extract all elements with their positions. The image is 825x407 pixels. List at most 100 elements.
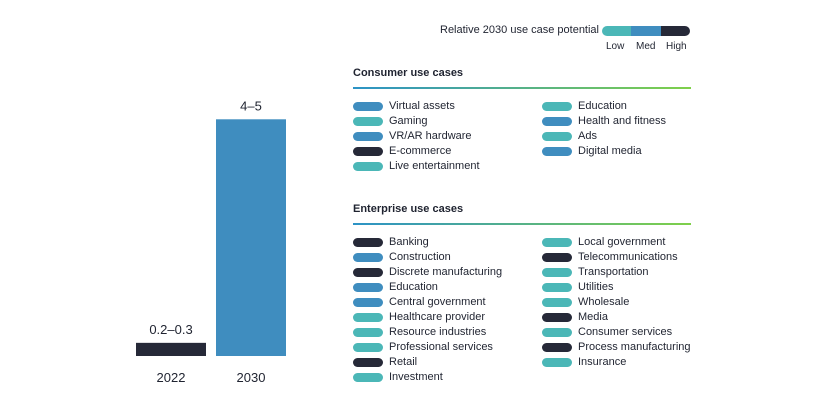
use-case-label: Live entertainment xyxy=(389,160,480,172)
x-tick-label-2030: 2030 xyxy=(237,370,266,385)
legend-low-label: Low xyxy=(606,41,625,52)
potential-low-indicator xyxy=(353,312,383,322)
use-case-label: Insurance xyxy=(578,356,627,368)
use-case-label: Gaming xyxy=(389,115,428,127)
potential-low-indicator xyxy=(542,282,572,292)
use-case-item: Consumer services xyxy=(542,326,672,338)
use-case-label: Investment xyxy=(389,371,443,383)
use-case-item: Discrete manufacturing xyxy=(353,266,502,278)
potential-med-indicator xyxy=(353,297,383,307)
x-tick-label-2022: 2022 xyxy=(157,370,186,385)
use-case-label: Construction xyxy=(389,251,451,263)
use-case-label: Virtual assets xyxy=(389,100,455,112)
use-case-label: Health and fitness xyxy=(578,115,667,127)
use-case-label: Transportation xyxy=(578,266,649,278)
use-case-label: Media xyxy=(578,311,608,323)
use-case-item: Healthcare provider xyxy=(353,311,485,323)
consumer-section-title: Consumer use cases xyxy=(353,67,464,79)
potential-low-indicator xyxy=(353,116,383,126)
potential-low-indicator xyxy=(353,372,383,382)
use-case-label: VR/AR hardware xyxy=(389,130,472,142)
legend-med-label: Med xyxy=(636,41,656,52)
use-case-item: Education xyxy=(353,281,438,293)
potential-low-indicator xyxy=(542,297,572,307)
legend-title: Relative 2030 use case potential xyxy=(440,24,599,36)
bar-chart: 0.2–0.3 2022 4–5 2030 xyxy=(136,98,286,385)
potential-low-indicator xyxy=(353,327,383,337)
potential-high-indicator xyxy=(353,357,383,367)
bar-2022 xyxy=(136,342,206,356)
enterprise-divider xyxy=(353,223,691,225)
consumer-divider xyxy=(353,87,691,89)
use-case-label: Process manufacturing xyxy=(578,341,691,353)
potential-high-indicator xyxy=(542,312,572,322)
use-case-item: Resource industries xyxy=(353,326,486,338)
use-case-label: Professional services xyxy=(389,341,493,353)
potential-med-indicator xyxy=(542,116,572,126)
use-case-item: Virtual assets xyxy=(353,100,455,112)
enterprise-section-title: Enterprise use cases xyxy=(353,203,464,215)
use-case-item: Health and fitness xyxy=(542,115,666,127)
potential-med-indicator xyxy=(353,252,383,262)
legend-high-label: High xyxy=(666,41,687,52)
use-case-item: Process manufacturing xyxy=(542,341,691,353)
use-case-item: Telecommunications xyxy=(542,251,678,263)
use-case-label: Wholesale xyxy=(578,296,630,308)
use-case-item: Gaming xyxy=(353,115,428,127)
use-case-item: Local government xyxy=(542,236,665,248)
use-case-label: Resource industries xyxy=(389,326,487,338)
potential-low-indicator xyxy=(353,161,383,171)
use-case-label: Digital media xyxy=(578,145,642,157)
use-case-item: Media xyxy=(542,311,608,323)
potential-low-indicator xyxy=(542,131,572,141)
data-label-2022: 0.2–0.3 xyxy=(149,322,192,337)
potential-high-indicator xyxy=(353,146,383,156)
potential-low-indicator xyxy=(542,237,572,247)
use-case-item: Construction xyxy=(353,251,451,263)
use-case-item: Central government xyxy=(353,296,486,308)
use-case-label: Central government xyxy=(389,296,486,308)
use-case-item: VR/AR hardware xyxy=(353,130,472,142)
use-case-item: E-commerce xyxy=(353,145,451,157)
potential-low-indicator xyxy=(542,357,572,367)
data-label-2030: 4–5 xyxy=(240,98,262,113)
legend-low-swatch xyxy=(602,26,632,36)
use-case-label: Education xyxy=(578,100,627,112)
potential-low-indicator xyxy=(353,342,383,352)
use-case-item: Live entertainment xyxy=(353,160,480,172)
potential-legend: Relative 2030 use case potential Low Med… xyxy=(440,24,700,56)
use-case-label: Discrete manufacturing xyxy=(389,266,503,278)
potential-high-indicator xyxy=(353,237,383,247)
use-case-item: Professional services xyxy=(353,341,493,353)
potential-high-indicator xyxy=(542,252,572,262)
use-case-label: Telecommunications xyxy=(578,251,678,263)
use-case-label: Local government xyxy=(578,236,666,248)
potential-low-indicator xyxy=(542,267,572,277)
potential-high-indicator xyxy=(353,267,383,277)
potential-med-indicator xyxy=(353,282,383,292)
potential-med-indicator xyxy=(353,131,383,141)
bar-2030 xyxy=(216,119,286,356)
potential-low-indicator xyxy=(542,327,572,337)
potential-med-indicator xyxy=(542,146,572,156)
use-case-item: Utilities xyxy=(542,281,613,293)
use-case-item: Banking xyxy=(353,236,429,248)
use-case-label: Retail xyxy=(389,356,418,368)
use-case-label: Banking xyxy=(389,236,429,248)
legend-scale-bar xyxy=(602,26,690,36)
use-case-label: Education xyxy=(389,281,438,293)
potential-low-indicator xyxy=(542,101,572,111)
use-case-item: Investment xyxy=(353,371,443,383)
use-case-item: Wholesale xyxy=(542,296,629,308)
use-case-label: Ads xyxy=(578,130,597,142)
legend-high-swatch xyxy=(660,26,690,36)
legend-med-swatch xyxy=(631,26,661,36)
use-case-label: E-commerce xyxy=(389,145,452,157)
use-case-item: Digital media xyxy=(542,145,642,157)
potential-med-indicator xyxy=(353,101,383,111)
use-case-item: Retail xyxy=(353,356,417,368)
use-case-item: Insurance xyxy=(542,356,626,368)
use-case-label: Consumer services xyxy=(578,326,673,338)
use-case-item: Education xyxy=(542,100,627,112)
use-case-item: Transportation xyxy=(542,266,649,278)
